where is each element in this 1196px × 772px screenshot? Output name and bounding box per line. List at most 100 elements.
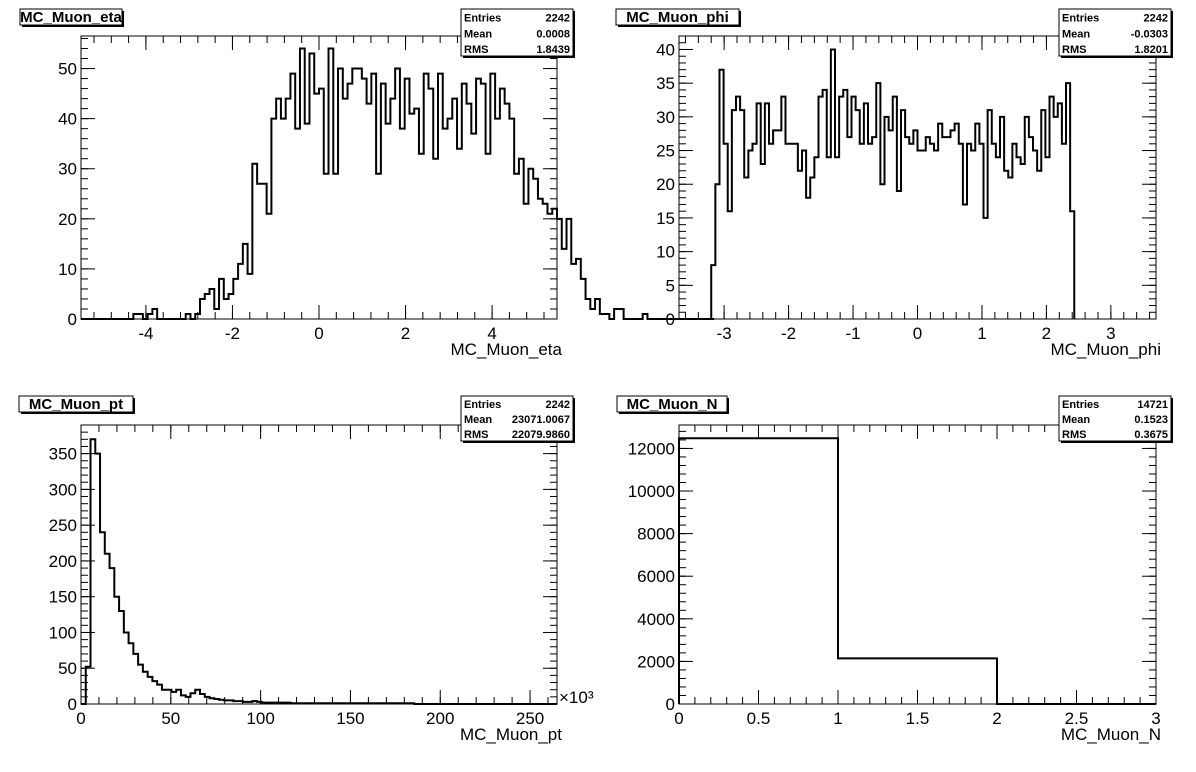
stats-value: 0.1523 [1134,414,1168,426]
y-tick-label: 30 [656,108,675,127]
y-tick-label: 50 [58,659,77,678]
x-axis-exponent: ×10³ [559,688,594,707]
x-tick-label: 4 [487,324,496,343]
stats-label: RMS [1062,44,1086,56]
y-tick-label: 350 [49,445,77,464]
stats-value: 22079.9860 [512,429,570,441]
x-tick-label: -3 [717,324,732,343]
y-tick-label: 30 [58,160,77,179]
x-tick-label: 1.5 [906,709,930,728]
histogram-title: MC_Muon_phi [626,9,729,26]
y-tick-label: 0 [666,310,675,329]
y-tick-label: 2000 [637,652,675,671]
title-box [18,395,134,413]
stats-box [460,395,574,442]
x-tick-label: 50 [161,709,180,728]
stats-value: 2242 [546,13,570,25]
y-tick-label: 0 [68,310,77,329]
x-axis-title: MC_Muon_pt [460,725,562,744]
x-tick-label: 2 [992,709,1001,728]
x-tick-label: 0 [76,709,85,728]
y-tick-label: 8000 [637,525,675,544]
x-tick-label: -2 [781,324,796,343]
y-tick-label: 35 [656,74,675,93]
y-tick-label: 15 [656,209,675,228]
stats-value: 2242 [546,399,570,411]
y-tick-label: 4000 [637,610,675,629]
y-tick-label: 25 [656,142,675,161]
y-tick-label: 0 [68,695,77,714]
x-tick-label: 1 [833,709,842,728]
y-tick-label: 10 [58,260,77,279]
title-box [615,8,740,26]
stats-value: 0.0008 [536,28,570,40]
y-tick-label: 5 [666,276,675,295]
stats-value: -0.0303 [1131,28,1168,40]
stats-label: Entries [464,399,501,411]
y-tick-label: 20 [58,210,77,229]
x-tick-label: 250 [516,709,544,728]
pad-mc-muon-phi: -3 -2 -1 0 1 2 30510152025303540MC_Muon_phiMC_… [615,8,1173,359]
stats-label: Mean [1062,414,1090,426]
stats-label: Entries [464,13,501,25]
y-tick-label: 10 [656,243,675,262]
x-tick-label: 2 [1042,324,1051,343]
x-tick-label: -2 [225,324,240,343]
x-tick-label: 0 [314,324,323,343]
stats-value: 1.8439 [536,44,570,56]
x-tick-label: 3 [1106,324,1115,343]
y-tick-label: 10000 [628,482,675,501]
x-axis-title: MC_Muon_eta [450,340,562,359]
histogram-title: MC_Muon_eta [20,9,122,26]
y-tick-label: 40 [58,110,77,129]
y-tick-label: 6000 [637,567,675,586]
stats-label: Mean [464,414,492,426]
x-tick-label: 0 [674,709,683,728]
x-tick-label: 0.5 [747,709,771,728]
y-tick-label: 0 [666,695,675,714]
histogram-series [81,47,715,320]
stats-box [1058,395,1172,442]
stats-label: RMS [1062,429,1086,441]
pad-mc-muon-eta: -4 -2 0 2 401020304050MC_Muon_etaMC_Muon_eta… [19,8,715,359]
y-tick-label: 300 [49,480,77,499]
stats-label: Entries [1062,399,1099,411]
stats-label: RMS [464,429,488,441]
histogram-series [81,438,557,705]
histogram-title: MC_Muon_N [627,396,718,413]
stats-label: Mean [1062,28,1090,40]
stats-value: 23071.0067 [512,414,570,426]
stats-value: 1.8201 [1134,44,1168,56]
stats-box [1058,8,1172,57]
x-tick-label: 1 [977,324,986,343]
stats-value: 0.3675 [1134,429,1168,441]
stats-label: Mean [464,28,492,40]
stats-label: RMS [464,44,488,56]
y-tick-label: 200 [49,552,77,571]
y-tick-label: 12000 [628,439,675,458]
y-tick-label: 50 [58,60,77,79]
x-tick-label: 3 [1151,709,1160,728]
y-tick-label: 250 [49,516,77,535]
y-tick-label: 100 [49,623,77,642]
x-axis-title: MC_Muon_N [1061,725,1161,744]
title-box [19,8,123,26]
x-tick-label: 200 [426,709,454,728]
x-tick-label: 0 [913,324,922,343]
y-tick-label: 20 [656,175,675,194]
stats-label: Entries [1062,13,1099,25]
stats-value: 14721 [1137,399,1168,411]
x-tick-label: 150 [336,709,364,728]
x-tick-label: 2.5 [1065,709,1089,728]
histogram-series [678,437,1156,705]
y-tick-label: 40 [656,40,675,59]
pad-mc-muon-n: 0 0.5 1 1.5 2 2.5 3 0 2000 4000 6000 8000 10000 12000… [616,395,1173,744]
x-tick-label: -4 [138,324,153,343]
x-axis-title: MC_Muon_phi [1050,340,1161,359]
x-tick-label: 100 [246,709,274,728]
x-tick-label: -1 [845,324,860,343]
stats-value: 2242 [1144,13,1168,25]
y-tick-label: 150 [49,588,77,607]
stats-box [460,8,574,57]
